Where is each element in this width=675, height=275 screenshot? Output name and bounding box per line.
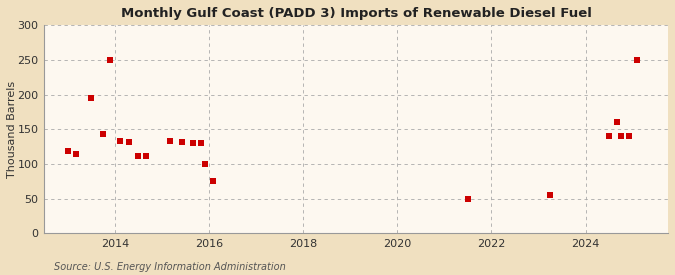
Y-axis label: Thousand Barrels: Thousand Barrels xyxy=(7,81,17,178)
Point xyxy=(196,141,207,145)
Point xyxy=(98,132,109,136)
Point xyxy=(124,140,134,145)
Point xyxy=(176,139,187,144)
Point xyxy=(207,179,218,183)
Point xyxy=(612,120,622,125)
Point xyxy=(604,134,615,138)
Point xyxy=(462,196,473,201)
Point xyxy=(70,151,81,156)
Point xyxy=(114,139,125,143)
Point xyxy=(165,139,176,143)
Point xyxy=(133,153,144,158)
Text: Source: U.S. Energy Information Administration: Source: U.S. Energy Information Administ… xyxy=(54,262,286,272)
Point xyxy=(62,149,73,154)
Point xyxy=(141,153,152,158)
Point xyxy=(200,162,211,166)
Point xyxy=(624,134,634,138)
Point xyxy=(188,141,199,145)
Point xyxy=(631,58,642,62)
Point xyxy=(616,134,626,138)
Point xyxy=(545,193,556,197)
Point xyxy=(86,96,97,100)
Point xyxy=(105,58,115,62)
Title: Monthly Gulf Coast (PADD 3) Imports of Renewable Diesel Fuel: Monthly Gulf Coast (PADD 3) Imports of R… xyxy=(121,7,591,20)
